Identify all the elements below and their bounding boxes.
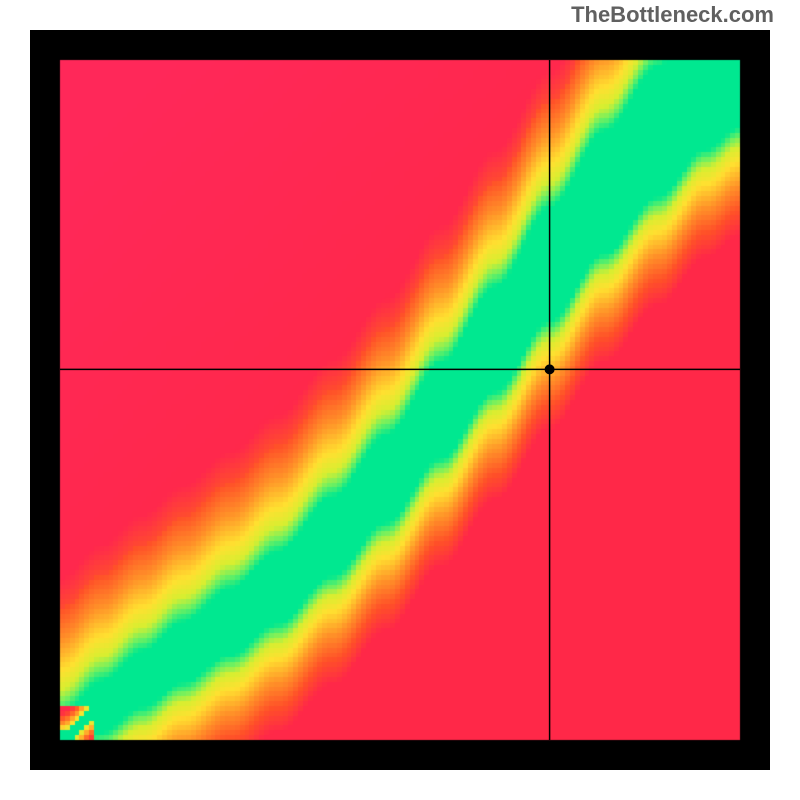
bottleneck-heatmap xyxy=(30,30,770,770)
chart-container: TheBottleneck.com xyxy=(0,0,800,800)
attribution-label: TheBottleneck.com xyxy=(571,2,774,28)
